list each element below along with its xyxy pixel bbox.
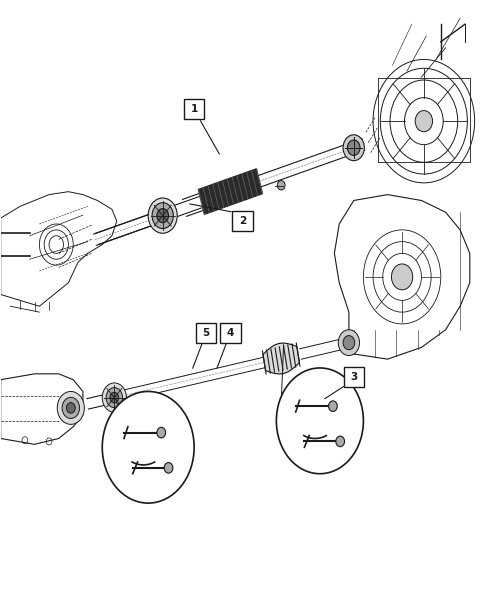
Circle shape <box>152 203 173 229</box>
Circle shape <box>66 403 75 413</box>
Circle shape <box>276 368 363 474</box>
Circle shape <box>57 392 84 424</box>
Circle shape <box>342 135 363 161</box>
Circle shape <box>157 427 165 438</box>
Polygon shape <box>198 169 262 214</box>
Circle shape <box>157 209 168 223</box>
Circle shape <box>342 336 354 350</box>
FancyBboxPatch shape <box>232 211 252 231</box>
Text: 5: 5 <box>202 327 210 337</box>
Text: 3: 3 <box>349 372 357 382</box>
Circle shape <box>414 111 432 132</box>
FancyBboxPatch shape <box>196 323 216 343</box>
Circle shape <box>347 140 359 155</box>
Circle shape <box>164 462 172 473</box>
Circle shape <box>110 392 119 403</box>
FancyBboxPatch shape <box>183 100 204 120</box>
FancyBboxPatch shape <box>343 367 363 387</box>
Circle shape <box>102 383 126 412</box>
FancyBboxPatch shape <box>220 323 240 343</box>
Circle shape <box>106 388 122 408</box>
Polygon shape <box>262 343 299 374</box>
Text: 4: 4 <box>226 327 234 337</box>
Circle shape <box>335 436 344 446</box>
Circle shape <box>148 198 177 233</box>
Text: 2: 2 <box>239 216 245 226</box>
Circle shape <box>277 181 285 190</box>
Circle shape <box>328 401 336 412</box>
Circle shape <box>391 264 412 290</box>
Text: 1: 1 <box>190 104 197 114</box>
Circle shape <box>337 330 359 356</box>
Circle shape <box>102 392 194 503</box>
Circle shape <box>62 398 79 419</box>
